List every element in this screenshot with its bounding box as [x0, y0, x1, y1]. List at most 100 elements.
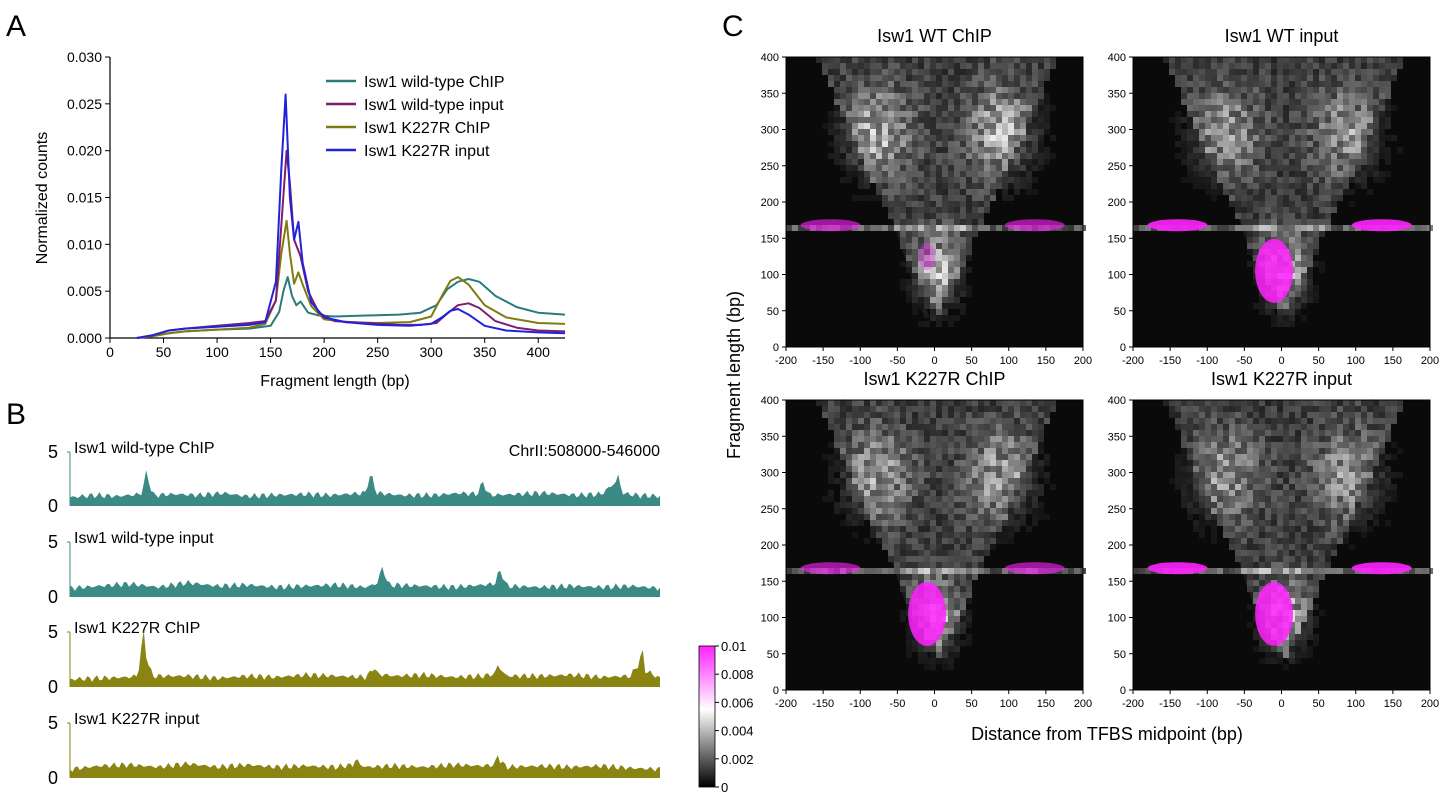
heatmap-cell — [1199, 123, 1205, 129]
heatmap-cell — [1247, 544, 1253, 550]
heatmap-cell — [1247, 424, 1253, 430]
heatmap-cell — [1241, 532, 1247, 538]
heatmap-cell — [1241, 454, 1247, 460]
heatmap-cell — [1247, 183, 1253, 189]
heatmap-cell — [1391, 63, 1397, 69]
heatmap-cell — [1295, 117, 1301, 123]
heatmap-cell — [1271, 171, 1277, 177]
heatmap-cell — [1331, 526, 1337, 532]
heatmap-cell — [1367, 448, 1373, 454]
heatmap-3: Isw1 K227R ChIP050100150200250300350400-… — [761, 369, 1093, 710]
heatmap-cell — [1038, 147, 1044, 153]
panel-a-ytick-label: 0.025 — [67, 96, 102, 112]
heatmap-cell — [1271, 442, 1277, 448]
heatmap-cell — [1026, 406, 1032, 412]
track-ytick-label: 0 — [48, 587, 58, 607]
heatmap-xtick-label: 200 — [1421, 355, 1439, 367]
heatmap-cell — [900, 586, 906, 592]
heatmap-cell — [1325, 436, 1331, 442]
heatmap-cell — [948, 580, 954, 586]
heatmap-cell — [1271, 508, 1277, 514]
heatmap-cell — [1265, 165, 1271, 171]
heatmap-cell — [1343, 225, 1349, 231]
heatmap-cell — [876, 105, 882, 111]
heatmap-cell — [858, 99, 864, 105]
heatmap-cell — [876, 129, 882, 135]
heatmap-cell — [822, 63, 828, 69]
heatmap-cell — [870, 159, 876, 165]
heatmap-cell — [1187, 153, 1193, 159]
heatmap-cell — [846, 472, 852, 478]
heatmap-cell — [918, 201, 924, 207]
heatmap-cell — [912, 141, 918, 147]
heatmap-cell — [1002, 81, 1008, 87]
heatmap-cell — [900, 508, 906, 514]
heatmap-cell — [954, 490, 960, 496]
heatmap-cell — [1373, 490, 1379, 496]
heatmap-cell — [1283, 478, 1289, 484]
heatmap-cell — [966, 640, 972, 646]
heatmap-cell — [1229, 478, 1235, 484]
heatmap-cell — [1313, 105, 1319, 111]
heatmap-cell — [930, 406, 936, 412]
heatmap-cell — [900, 412, 906, 418]
heatmap-cell — [912, 544, 918, 550]
heatmap-cell — [972, 105, 978, 111]
heatmap-cell — [1283, 57, 1289, 63]
heatmap-cell — [1002, 520, 1008, 526]
heatmap-cell — [888, 207, 894, 213]
heatmap-cell — [936, 267, 942, 273]
heatmap-cell — [1337, 69, 1343, 75]
heatmap-cell — [924, 508, 930, 514]
heatmap-cell — [1241, 75, 1247, 81]
heatmap-cell — [1008, 195, 1014, 201]
heatmap-cell — [1307, 532, 1313, 538]
heatmap-cell — [1367, 478, 1373, 484]
heatmap-cell — [1169, 63, 1175, 69]
heatmap-cell — [1235, 99, 1241, 105]
heatmap-cell — [918, 442, 924, 448]
heatmap-xtick-label: 150 — [1037, 355, 1055, 367]
heatmap-cell — [1367, 424, 1373, 430]
heatmap-cell — [1331, 123, 1337, 129]
heatmap-cell — [996, 424, 1002, 430]
heatmap-cell — [1295, 490, 1301, 496]
heatmap-cell — [1277, 430, 1283, 436]
heatmap-cell — [1271, 177, 1277, 183]
heatmap-cell — [1289, 177, 1295, 183]
heatmap-cell — [1241, 117, 1247, 123]
heatmap-cell — [1032, 129, 1038, 135]
heatmap-cell — [864, 171, 870, 177]
heatmap-cell — [936, 243, 942, 249]
heatmap-cell — [852, 141, 858, 147]
heatmap-band-hotspot — [800, 219, 861, 232]
heatmap-cell — [1259, 484, 1265, 490]
heatmap-cell — [1241, 201, 1247, 207]
heatmap-cell — [1271, 105, 1277, 111]
heatmap-cell — [858, 442, 864, 448]
heatmap-cell — [1307, 243, 1313, 249]
heatmap-cell — [954, 526, 960, 532]
heatmap-cell — [942, 237, 948, 243]
heatmap-cell — [1283, 550, 1289, 556]
heatmap-cell — [828, 117, 834, 123]
heatmap-cell — [1253, 99, 1259, 105]
heatmap-cell — [1277, 159, 1283, 165]
colorbar-gradient — [698, 645, 716, 788]
heatmap-cell — [1253, 63, 1259, 69]
heatmap-cell — [1241, 219, 1247, 225]
heatmap-cell — [1253, 171, 1259, 177]
heatmap-cell — [1301, 496, 1307, 502]
heatmap-cell — [1223, 75, 1229, 81]
heatmap-cell — [1199, 75, 1205, 81]
heatmap-cell — [1193, 177, 1199, 183]
heatmap-cell — [912, 562, 918, 568]
heatmap-cell — [846, 400, 852, 406]
heatmap-cell — [930, 472, 936, 478]
heatmap-cell — [1349, 400, 1355, 406]
heatmap-cell — [996, 502, 1002, 508]
heatmap-cell — [1205, 418, 1211, 424]
heatmap-cell — [1253, 628, 1259, 634]
heatmap-cell — [1337, 490, 1343, 496]
heatmap-cell — [930, 165, 936, 171]
